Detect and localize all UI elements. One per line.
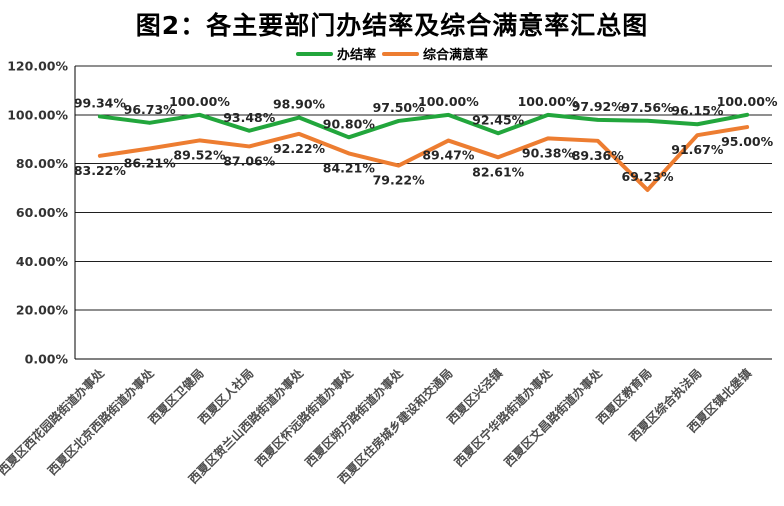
x-axis-category-label: 西夏区朔方路街道办事处 [302,365,407,470]
y-axis-tick-label: 0.00% [25,352,69,367]
data-label: 86.21% [124,156,177,171]
data-label: 97.56% [621,100,674,115]
data-label: 69.23% [621,169,674,184]
series-line-satisfaction-rate [97,125,750,192]
legend-line-swatch-green [295,51,333,56]
legend-line-swatch-orange [382,51,419,56]
legend-item-satisfaction-rate: 综合满意率 [382,44,488,63]
data-label: 97.92% [572,99,625,114]
x-axis-category-label: 西夏区怀远路街道办事处 [252,365,357,470]
y-axis-tick-label: 60.00% [16,205,69,220]
data-label: 90.38% [522,145,575,160]
data-label: 95.00% [721,134,774,149]
y-axis-tick-label: 120.00% [7,59,68,74]
data-label: 100.00% [717,94,778,109]
y-axis-tick-label: 20.00% [16,303,69,318]
data-label: 92.45% [472,112,525,127]
data-label: 100.00% [418,94,479,109]
chart-title: 图2：各主要部门办结率及综合满意率汇总图 [135,11,649,40]
series-line-completion-rate [97,112,750,140]
data-label: 96.73% [124,102,177,117]
data-label: 100.00% [169,94,230,109]
data-label: 99.34% [74,95,127,110]
data-label: 92.22% [273,141,326,156]
data-label: 84.21% [323,160,376,175]
data-label: 82.61% [472,164,525,179]
y-axis-tick-label: 80.00% [16,156,69,171]
data-label: 89.52% [173,147,226,162]
data-label: 79.22% [373,173,426,188]
x-axis-category-label: 西夏区文昌路街道办事处 [501,365,606,470]
data-label: 97.50% [373,100,426,115]
data-label: 96.15% [671,103,724,118]
data-label: 91.67% [671,142,724,157]
y-axis-tick-label: 100.00% [7,107,68,122]
data-label: 93.48% [223,110,276,125]
data-label: 89.36% [572,148,625,163]
chart-legend: 办结率 综合满意率 [0,44,784,63]
data-label: 87.06% [223,153,276,168]
data-label: 100.00% [518,94,579,109]
legend-label-completion-rate: 办结率 [336,48,376,63]
x-axis-category-label: 西夏区宁华路街道办事处 [451,365,556,470]
legend-label-satisfaction-rate: 综合满意率 [423,48,489,63]
data-label: 98.90% [273,97,326,112]
legend-item-completion-rate: 办结率 [295,44,376,63]
data-label: 90.80% [323,116,376,131]
data-label: 83.22% [74,163,127,178]
y-axis-tick-label: 40.00% [16,254,69,269]
data-label: 89.47% [422,148,475,163]
